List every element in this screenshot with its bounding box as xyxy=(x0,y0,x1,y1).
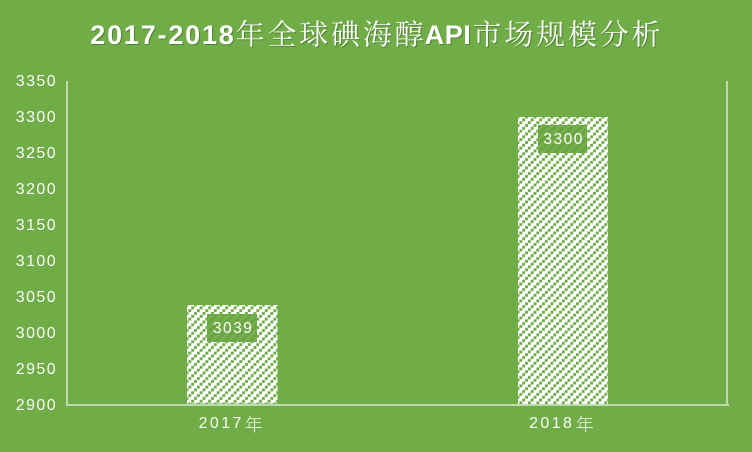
svg-text:2017-2018: 2017-2018 xyxy=(90,20,235,50)
svg-text:API: API xyxy=(425,20,472,50)
